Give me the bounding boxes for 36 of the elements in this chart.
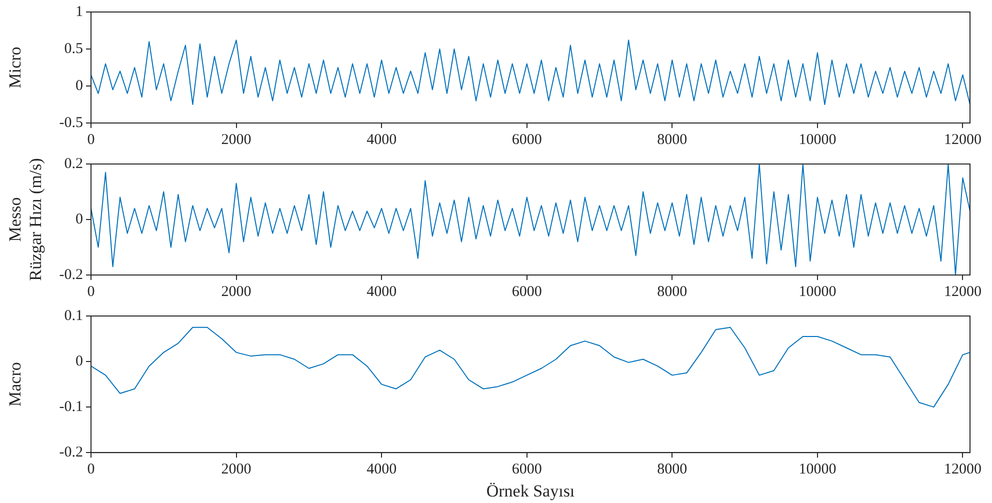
y-tick-label: 1 [76,4,83,20]
x-tick-label: 10000 [798,132,836,148]
y-axis-title: Messo Rüzgar Hızı (m/s) [6,158,46,281]
y-tick-label: -0.2 [59,266,83,283]
x-tick-label: 2000 [221,132,252,148]
x-tick-label: 6000 [512,284,542,300]
y-tick-label: -0.1 [59,399,83,416]
y-tick-label: 0 [76,211,83,228]
x-tick-label: 6000 [512,462,542,478]
x-tick-label: 4000 [366,132,397,148]
x-tick-label: 10000 [798,462,836,478]
y-axis-title: Micro [6,46,25,88]
x-tick-label: 2000 [221,284,252,300]
y-tick-label: -0.5 [59,114,83,131]
x-tick-label: 8000 [657,132,688,148]
x-axis-title: Örnek Sayısı [486,481,575,500]
y-tick-label: 0.1 [64,308,83,324]
x-tick-label: 8000 [657,284,688,300]
x-tick-label: 10000 [798,284,836,300]
x-tick-label: 12000 [944,132,982,148]
x-tick-label: 0 [87,284,95,300]
x-tick-label: 12000 [944,462,982,478]
x-tick-label: 4000 [366,284,397,300]
y-tick-label: 0.5 [64,40,83,57]
y-tick-label: 0 [76,353,83,370]
x-tick-label: 6000 [512,132,542,148]
x-tick-label: 0 [87,462,95,478]
y-tick-label: 0.2 [64,156,83,172]
x-tick-label: 0 [87,132,95,148]
x-tick-label: 12000 [944,284,982,300]
y-axis-title: Macro [6,362,25,406]
x-tick-label: 2000 [221,462,252,478]
x-tick-label: 4000 [366,462,397,478]
y-tick-label: 0 [76,78,83,94]
x-tick-label: 8000 [657,462,688,478]
y-tick-label: -0.2 [59,444,83,461]
